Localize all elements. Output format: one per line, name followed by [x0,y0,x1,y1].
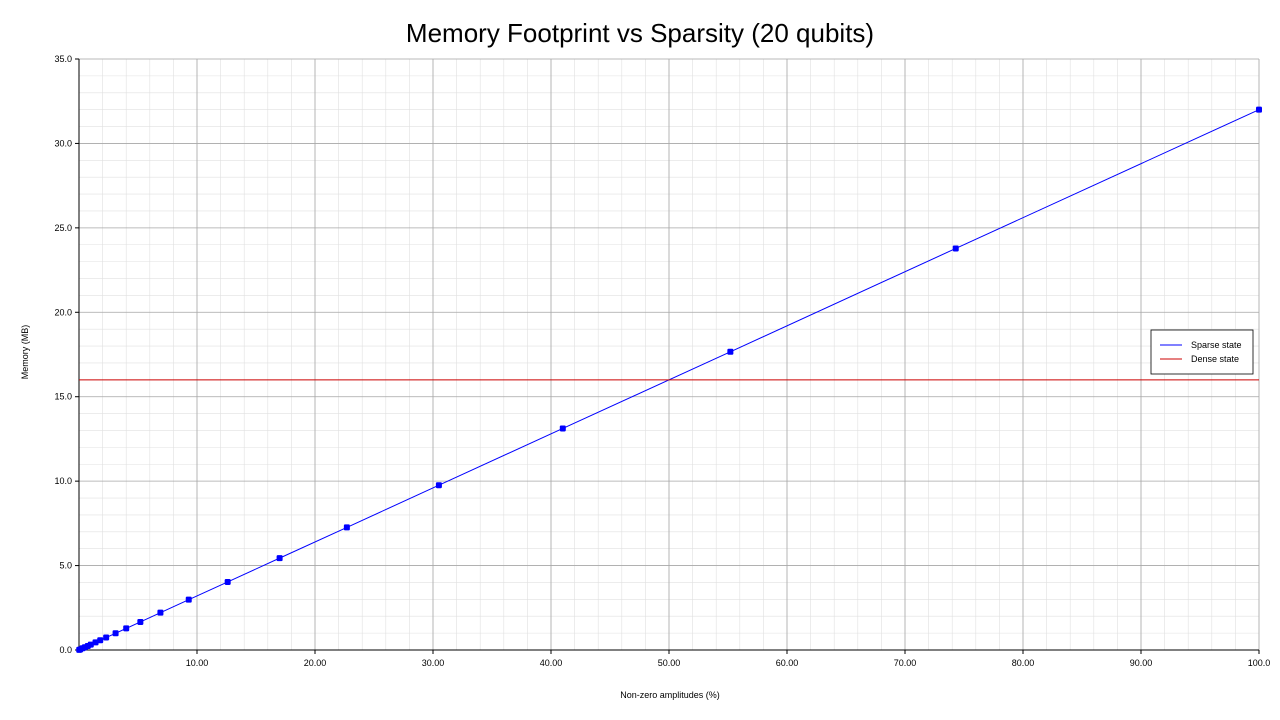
tick-labels: 0.0 5.0 10.0 15.0 20.0 25.0 30.0 35.0 10.00 20.00… [54,54,1270,668]
data-point-sparse [952,245,959,252]
y-tick-label: 20.0 [54,307,72,317]
x-axis-label: Non-zero amplitudes (%) [620,690,720,700]
data-point-sparse [103,634,110,641]
x-tick-label: 10.00 [186,658,209,668]
data-point-sparse [224,578,231,585]
x-tick-label: 40.00 [540,658,563,668]
x-tick-label: 50.00 [658,658,681,668]
chart-title: Memory Footprint vs Sparsity (20 qubits) [405,18,875,48]
data-point-sparse [559,425,566,432]
x-tick-label: 80.00 [1012,658,1035,668]
y-tick-label: 15.0 [54,392,72,402]
x-tick-label: 30.00 [422,658,445,668]
y-axis-label: Memory (MB) [20,325,30,380]
data-point-sparse [97,637,104,644]
data-point-sparse [137,618,144,625]
legend: Sparse state Dense state [1150,329,1254,375]
data-point-sparse [157,609,164,616]
data-point-sparse [1256,106,1262,113]
legend-label-sparse: Sparse state [1191,340,1242,350]
legend-label-dense: Dense state [1191,354,1239,364]
x-tick-label: 20.00 [304,658,327,668]
y-tick-label: 5.0 [59,561,72,571]
series-layer [76,106,1262,653]
y-tick-label: 10.0 [54,476,72,486]
x-tick-label: 100.0 [1248,658,1271,668]
data-point-sparse [87,641,94,648]
data-point-sparse [123,625,130,632]
legend-box [1150,329,1254,375]
y-tick-label: 25.0 [54,223,72,233]
x-tick-label: 70.00 [894,658,917,668]
major-gridlines [78,58,1260,651]
data-point-sparse [435,482,442,489]
data-point-sparse [112,630,119,637]
data-point-sparse [92,639,99,646]
data-point-sparse [276,555,283,562]
x-tick-label: 90.00 [1130,658,1153,668]
y-tick-label: 35.0 [54,54,72,64]
y-tick-label: 0.0 [59,645,72,655]
data-point-sparse [185,596,192,603]
x-tick-label: 60.00 [776,658,799,668]
y-tick-label: 30.0 [54,138,72,148]
data-point-sparse [727,348,734,355]
data-point-sparse [343,524,350,531]
